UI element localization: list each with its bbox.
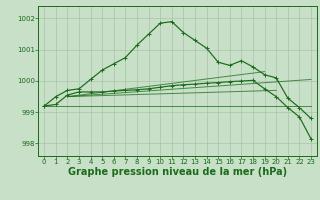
X-axis label: Graphe pression niveau de la mer (hPa): Graphe pression niveau de la mer (hPa) (68, 167, 287, 177)
